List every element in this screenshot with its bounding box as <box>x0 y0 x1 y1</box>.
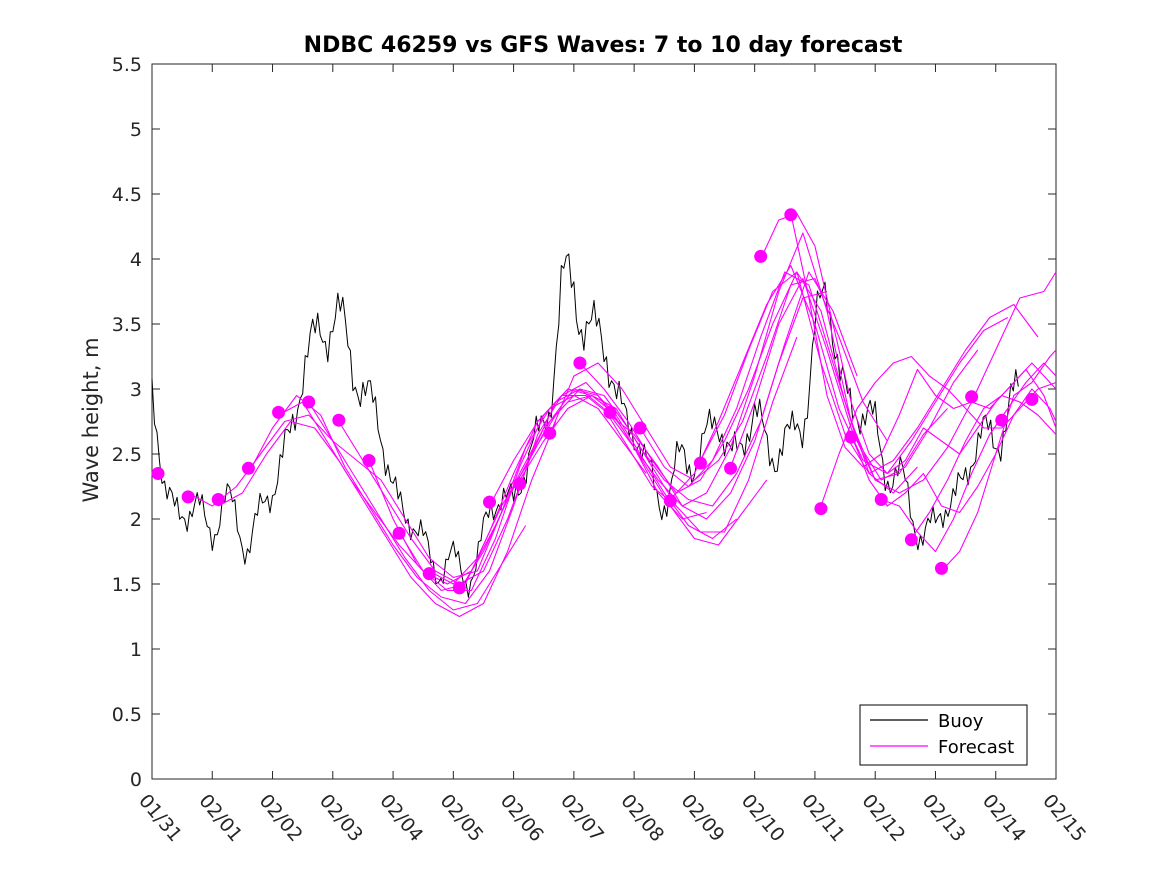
legend-label-forecast: Forecast <box>938 737 1014 758</box>
y-tick-label: 5 <box>130 119 142 141</box>
forecast-marker <box>422 567 436 581</box>
y-tick-label: 2 <box>130 509 142 531</box>
y-tick-label: 1.5 <box>112 574 142 596</box>
forecast-series-line <box>639 271 979 488</box>
forecast-series-line <box>519 271 858 507</box>
forecast-series-line <box>790 213 1057 468</box>
forecast-marker <box>965 390 979 404</box>
y-tick-label: 3 <box>130 379 142 401</box>
y-tick-label: 1 <box>130 639 142 661</box>
forecast-marker <box>814 502 828 516</box>
buoy-series-line <box>151 253 1019 598</box>
y-tick-label: 4.5 <box>112 184 142 206</box>
y-tick-label: 3.5 <box>112 314 142 336</box>
forecast-marker <box>784 208 798 222</box>
legend-label-buoy: Buoy <box>938 711 984 732</box>
forecast-marker <box>663 494 677 508</box>
forecast-marker <box>513 477 527 491</box>
forecast-marker <box>272 405 286 419</box>
forecast-marker <box>302 395 316 409</box>
forecast-series-line <box>910 394 1057 539</box>
forecast-marker <box>934 561 948 575</box>
forecast-series-line <box>730 271 1057 494</box>
y-tick-label: 4 <box>130 249 142 271</box>
forecast-series-line <box>699 271 1039 475</box>
forecast-marker <box>573 356 587 370</box>
forecast-series-line <box>850 388 1057 514</box>
y-tick-label: 2.5 <box>112 444 142 466</box>
forecast-marker <box>392 526 406 540</box>
forecast-marker <box>151 467 165 480</box>
forecast-marker <box>995 413 1009 427</box>
legend-box <box>859 704 1028 766</box>
legend: Buoy Forecast <box>859 704 1028 766</box>
plot-area: 00.511.522.533.544.555.501/31 02/01 02/02 0… <box>112 54 1090 846</box>
forecast-marker <box>693 456 707 470</box>
forecast-marker <box>603 405 617 419</box>
forecast-marker <box>754 249 768 263</box>
forecast-marker <box>1025 392 1039 406</box>
forecast-marker <box>241 461 255 475</box>
forecast-series-line <box>187 414 527 611</box>
forecast-series-line <box>609 232 948 507</box>
forecast-marker <box>724 461 738 475</box>
forecast-marker <box>874 493 888 506</box>
y-tick-label: 5.5 <box>112 54 142 76</box>
forecast-marker <box>362 454 376 467</box>
forecast-marker <box>844 430 858 444</box>
y-tick-label: 0 <box>130 769 142 791</box>
y-axis-label: Wave height, m <box>79 337 103 502</box>
forecast-series-line <box>881 362 1057 553</box>
forecast-series-line <box>218 420 557 618</box>
forecast-marker <box>181 490 195 504</box>
chart-title: NDBC 46259 vs GFS Waves: 7 to 10 day for… <box>304 33 903 58</box>
forecast-marker <box>904 533 918 547</box>
forecast-series-line <box>820 355 1057 507</box>
forecast-marker <box>482 495 496 509</box>
forecast-series-line <box>669 264 1009 500</box>
forecast-marker <box>633 421 647 435</box>
forecast-marker <box>452 581 466 595</box>
forecast-marker <box>211 493 225 506</box>
forecast-series-line <box>308 394 647 579</box>
forecast-marker <box>543 426 557 440</box>
forecast-series-line <box>338 388 677 585</box>
y-tick-label: 0.5 <box>112 704 142 726</box>
forecast-marker <box>332 413 346 427</box>
